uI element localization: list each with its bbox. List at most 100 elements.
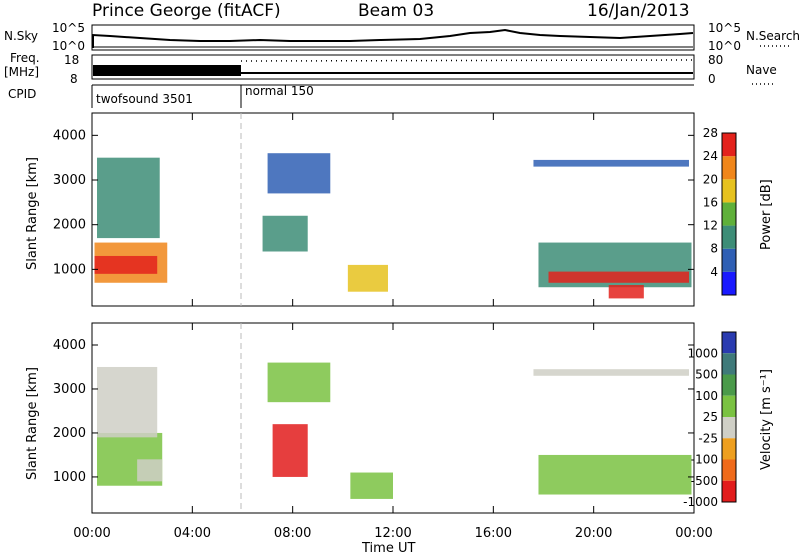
velocity-region-5 [272,424,308,477]
velocity-data-layer [97,362,692,499]
power-region-5 [262,215,308,252]
freq-band-block [93,65,241,76]
power-colorbar-tick: 8 [710,242,718,256]
cpid-mode-2-label: normal 150 [245,84,314,98]
power-colorbar-tick: 28 [703,126,718,140]
power-y-axis-label: Slant Range [km] [25,157,40,270]
power-panel: 1000 2000 3000 4000 Slant Range [km] [25,112,695,307]
velocity-y-axis-label: Slant Range [km] [25,367,40,480]
cpid-mode-1-label: twofsound 3501 [96,92,193,106]
velocity-colorbar-tick: -100 [691,453,718,467]
freq-panel-frame [91,54,695,80]
x-tick-label: 08:00 [274,526,311,541]
velocity-colorbar-frame [721,331,737,503]
power-colorbar-swatch [722,202,736,226]
velocity-region-6 [350,472,393,499]
velocity-colorbar-swatch [722,332,736,354]
velocity-colorbar-swatch [722,459,736,481]
x-axis-label: Time UT [361,541,415,554]
power-region-6 [347,264,388,292]
power-region-9 [608,285,644,299]
power-colorbar-tick: 12 [703,219,718,233]
velocity-colorbar-tick: 500 [695,368,718,382]
power-colorbar: 4 8 12 16 20 24 28 [703,126,737,296]
velocity-colorbar-tick: 1000 [687,346,718,360]
nsky-label: N.Sky [4,29,38,43]
power-colorbar-swatch [722,179,736,203]
x-tick-label: 20:00 [575,526,612,541]
velocity-colorbar: 1000 500 100 25 -25 -100 -500 -1000 [683,331,737,509]
power-x-ticks [91,113,695,306]
power-colorbar-tick: 4 [710,265,718,279]
velocity-colorbar-tick: 25 [703,410,718,424]
power-region-2 [94,255,158,274]
power-colorbar-frame [721,132,737,296]
nave-trace [240,59,694,62]
freq-tick-bottom: 8 [70,72,78,86]
power-colorbar-swatch [722,225,736,249]
velocity-colorbar-tick: -1000 [683,495,718,509]
power-ytick-label: 3000 [53,173,86,188]
x-tick-label: 04:00 [174,526,211,541]
station-title: Prince George (fitACF) [92,1,281,21]
velocity-colorbar-swatch [722,395,736,417]
velocity-region-4 [267,362,331,403]
power-colorbar-label: Power [dB] [759,179,774,250]
power-colorbar-swatch [722,133,736,157]
power-region-4 [267,153,331,194]
power-region-3 [97,157,160,239]
velocity-ytick-label: 1000 [53,470,86,485]
velocity-colorbar-tick: -25 [698,431,718,445]
velocity-colorbar-swatch [722,438,736,460]
velocity-colorbar-swatch [722,353,736,375]
velocity-colorbar-label: Velocity [m s⁻¹] [759,369,774,470]
power-y-ticks: 1000 2000 3000 4000 [53,128,694,277]
power-data-layer [94,153,692,299]
velocity-ytick-label: 2000 [53,426,86,441]
x-tick-label: 00:00 [675,526,712,541]
power-colorbar-swatch [722,248,736,272]
nave-tick-bottom: 0 [708,72,716,86]
nsearch-tick-bottom: 10^0 [708,39,741,53]
velocity-ytick-label: 4000 [53,338,86,353]
nsearch-label: N.Search [746,29,800,43]
freq-label-1: Freq. [10,51,40,65]
nsky-tick-bottom: 10^0 [52,39,85,53]
nave-label: Nave [746,63,777,77]
velocity-colorbar-tick: -500 [691,474,718,488]
velocity-region-3 [97,366,158,438]
velocity-colorbar-tick: 100 [695,389,718,403]
power-colorbar-tick: 20 [703,172,718,186]
velocity-colorbar-swatch [722,417,736,439]
x-tick-label: 12:00 [374,526,411,541]
nsearch-tick-top: 10^5 [708,21,741,35]
velocity-y-ticks: 1000 2000 3000 4000 [53,338,694,485]
nsky-trace [92,28,694,48]
velocity-region-8 [533,369,689,376]
power-colorbar-tick: 24 [703,149,718,163]
cpid-label: CPID [8,87,36,101]
freq-label-2: [MHz] [4,65,39,79]
velocity-ytick-label: 3000 [53,382,86,397]
power-ytick-label: 1000 [53,262,86,277]
x-tick-label: 16:00 [475,526,512,541]
velocity-colorbar-swatch [722,480,736,502]
nave-tick-top: 80 [708,53,723,67]
nsky-tick-top: 10^5 [52,21,85,35]
x-tick-label: 00:00 [73,526,110,541]
velocity-x-ticks [91,323,695,513]
velocity-colorbar-swatch [722,374,736,396]
beam-title: Beam 03 [358,1,434,21]
power-colorbar-swatch [722,156,736,180]
power-colorbar-swatch [722,271,736,295]
date-title: 16/Jan/2013 [587,1,690,21]
velocity-region-2 [137,459,163,482]
power-ytick-label: 4000 [53,128,86,143]
power-ytick-label: 2000 [53,218,86,233]
power-colorbar-tick: 16 [703,195,718,209]
power-region-10 [533,159,689,167]
velocity-region-7 [538,454,692,495]
velocity-panel: 1000 2000 3000 4000 Slant Range [km] [25,322,695,514]
x-tick-labels: 00:00 04:00 08:00 12:00 16:00 20:00 00:00 [73,526,712,541]
